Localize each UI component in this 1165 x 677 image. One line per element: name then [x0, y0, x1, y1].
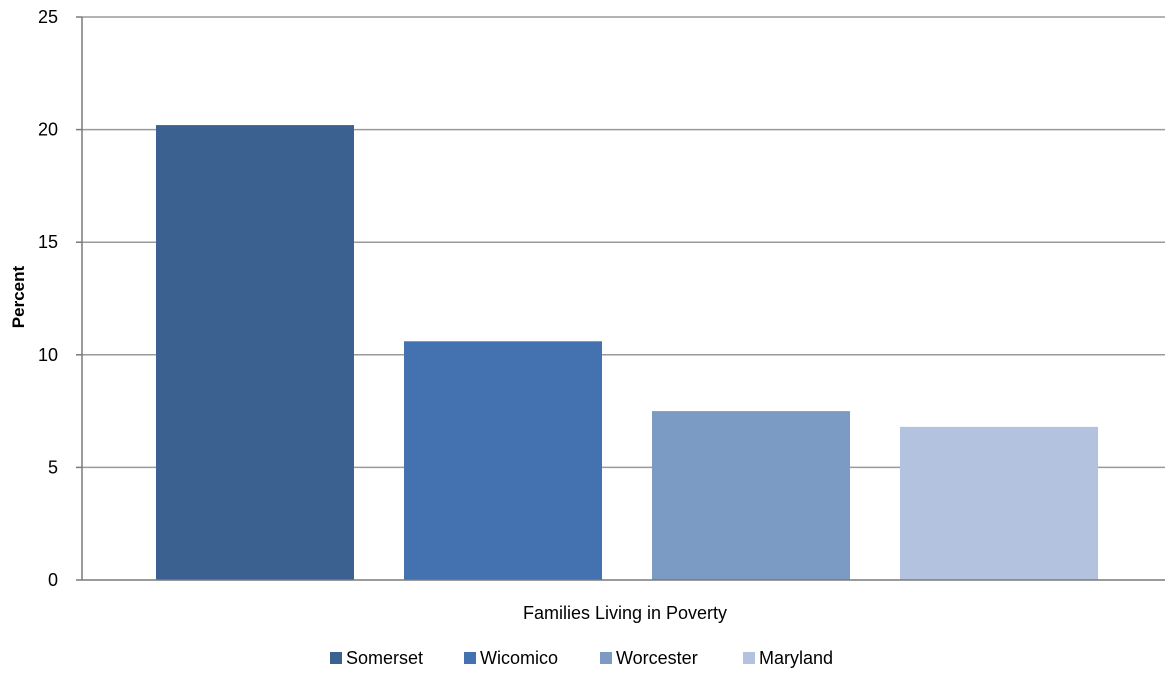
- legend-swatch-wicomico: [464, 652, 476, 664]
- bar-worcester: [652, 411, 850, 580]
- legend-label-somerset: Somerset: [346, 648, 423, 668]
- legend-swatch-somerset: [330, 652, 342, 664]
- bar-maryland: [900, 426, 1098, 580]
- y-tick-label: 10: [38, 345, 58, 365]
- y-tick-label: 0: [48, 570, 58, 590]
- y-tick-label: 25: [38, 7, 58, 27]
- legend-label-wicomico: Wicomico: [480, 648, 558, 668]
- x-axis-title: Families Living in Poverty: [523, 603, 727, 623]
- legend: Somerset Wicomico Worcester Maryland: [330, 648, 833, 668]
- axes: [81, 17, 1165, 581]
- bar-wicomico: [404, 341, 602, 580]
- legend-swatch-worcester: [600, 652, 612, 664]
- y-axis-ticks: 0 5 10 15 20 25: [38, 7, 82, 590]
- legend-label-maryland: Maryland: [759, 648, 833, 668]
- bars: [156, 125, 1098, 580]
- y-tick-label: 5: [48, 457, 58, 477]
- bar-somerset: [156, 125, 354, 580]
- legend-label-worcester: Worcester: [616, 648, 698, 668]
- y-axis-title: Percent: [9, 265, 28, 328]
- legend-swatch-maryland: [743, 652, 755, 664]
- y-tick-label: 20: [38, 120, 58, 140]
- y-tick-label: 15: [38, 232, 58, 252]
